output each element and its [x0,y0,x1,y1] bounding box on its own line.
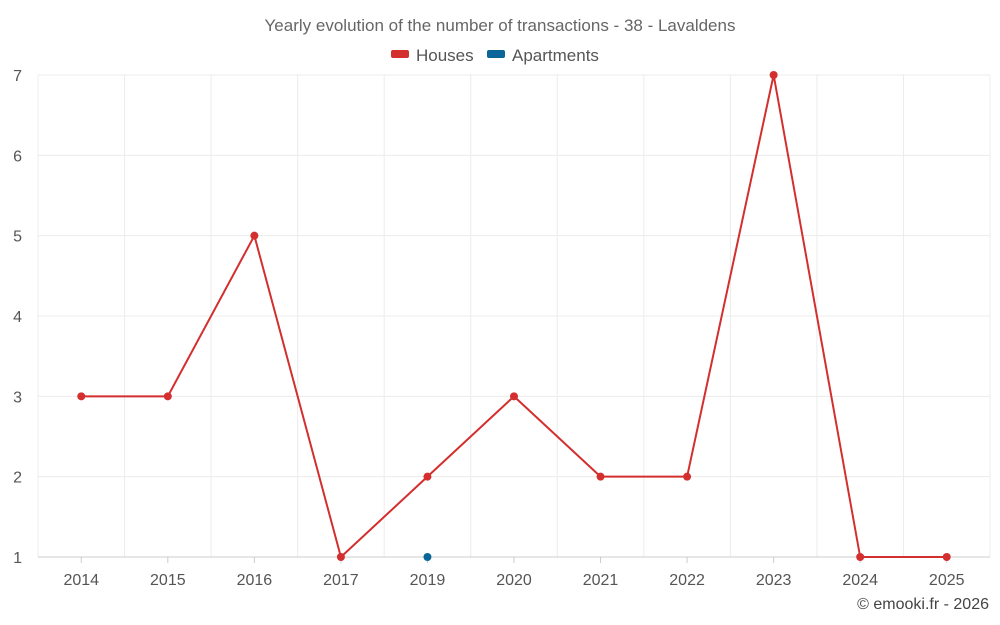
axes: 1 2 3 4 5 6 7 2014 2015 2016 2017 2019 2020 2021 2022 2… [13,68,990,589]
data-point-apartments[interactable] [423,553,432,561]
data-point-houses[interactable] [77,392,86,401]
data-point-houses[interactable] [596,472,605,481]
x-tick-label: 2015 [150,572,186,589]
legend-label-houses: Houses [416,46,474,65]
series-layer [77,71,951,561]
data-point-houses[interactable] [942,553,951,561]
x-tick-label: 2017 [323,572,359,589]
legend-swatch-apartments [487,50,505,58]
y-tick-label: 5 [13,229,22,246]
y-tick-label: 3 [13,389,22,406]
y-tick-label: 6 [13,148,22,165]
x-tick-label: 2023 [756,572,792,589]
data-point-houses[interactable] [163,392,172,401]
data-point-houses[interactable] [250,231,259,240]
x-tick-label: 2019 [410,572,446,589]
credit-text: © emooki.fr - 2026 [857,596,989,613]
legend: Houses Apartments [391,46,599,65]
y-tick-label: 1 [13,550,22,567]
data-point-houses[interactable] [336,553,345,561]
x-tick-label: 2022 [669,572,705,589]
x-tick-label: 2014 [63,572,99,589]
x-tick-label: 2024 [842,572,878,589]
x-tick-label: 2025 [929,572,965,589]
x-tick-label: 2021 [583,572,619,589]
data-point-houses[interactable] [683,472,692,481]
y-tick-label: 2 [13,470,22,487]
series-houses [77,71,951,561]
data-point-houses[interactable] [510,392,518,401]
chart-title: Yearly evolution of the number of transa… [265,16,736,35]
y-tick-label: 7 [13,68,22,85]
legend-item-houses[interactable]: Houses [391,46,474,65]
data-point-houses[interactable] [769,71,778,79]
x-tick-label: 2020 [496,572,532,589]
data-point-houses[interactable] [423,472,432,481]
legend-label-apartments: Apartments [512,46,599,65]
series-apartments [423,553,432,561]
legend-swatch-houses [391,50,409,58]
legend-item-apartments[interactable]: Apartments [487,46,599,65]
y-tick-label: 4 [13,309,22,326]
data-point-houses[interactable] [856,553,865,561]
x-tick-label: 2016 [237,572,273,589]
